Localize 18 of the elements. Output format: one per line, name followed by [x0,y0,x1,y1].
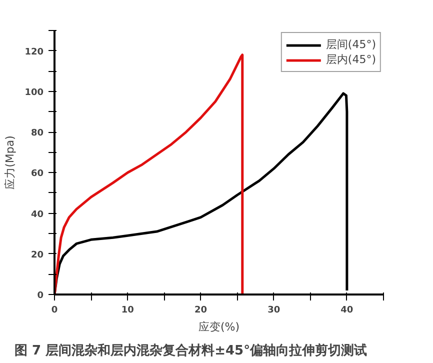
legend-label: 层内(45°) [326,52,376,67]
y-tick-label: 20 [30,250,44,260]
y-tick-label: 0 [37,291,44,301]
x-axis-title: 应变(%) [198,320,240,334]
x-tick-label: 10 [121,306,134,316]
y-tick-label: 60 [30,169,44,180]
x-tick-label: 40 [340,306,354,316]
y-tick-label: 40 [30,210,44,220]
caption: 图 7 层间混杂和层内混杂复合材料±45°偏轴向拉伸剪切测试 [14,342,368,358]
y-tick-label: 100 [24,88,44,98]
x-tick-label: 30 [268,306,280,316]
x-tick-label: 0 [51,306,58,316]
line-series [54,54,244,294]
y-tick-label: 120 [24,47,44,58]
y-axis-title: 应力(Mpa) [4,136,17,190]
legend-label: 层间(45°) [326,37,376,52]
y-tick-label: 80 [30,128,44,139]
x-tick-label: 20 [194,306,207,316]
